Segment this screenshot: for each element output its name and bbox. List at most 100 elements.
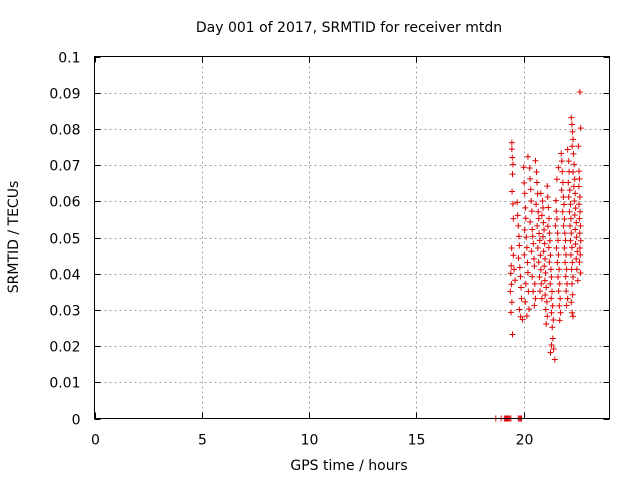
data-point [544, 183, 551, 190]
data-point [538, 295, 545, 302]
y-tick-label: 0.09 [49, 87, 80, 103]
data-point [509, 200, 516, 207]
data-point [569, 143, 576, 150]
data-point [542, 306, 549, 313]
data-point [535, 208, 542, 215]
data-point [568, 280, 575, 287]
y-tick-label: 0.02 [49, 340, 80, 356]
data-point [554, 230, 561, 237]
data-point [572, 190, 579, 197]
data-point [533, 201, 540, 208]
data-point [508, 139, 515, 146]
data-point [561, 230, 568, 237]
data-point [515, 233, 522, 240]
data-point [518, 284, 525, 291]
grid-lines [94, 56, 610, 419]
data-point [565, 158, 572, 165]
data-point [570, 313, 577, 320]
data-point [569, 309, 576, 316]
data-point [543, 321, 550, 328]
data-point [573, 219, 580, 226]
data-point [515, 255, 522, 262]
data-point [552, 197, 559, 204]
data-point [521, 226, 528, 233]
data-point [554, 259, 561, 266]
data-point [576, 230, 583, 237]
data-point [566, 187, 573, 194]
data-point [572, 205, 579, 212]
data-point [558, 150, 565, 157]
x-axis-label: GPS time / hours [290, 458, 407, 474]
data-point [556, 280, 563, 287]
data-point [553, 244, 560, 251]
data-point [559, 208, 566, 215]
data-point [537, 266, 544, 273]
data-point [509, 171, 516, 178]
data-point [568, 121, 575, 128]
data-point [533, 168, 540, 175]
data-point [536, 288, 543, 295]
data-point [535, 215, 542, 222]
data-point [574, 248, 581, 255]
data-point [524, 259, 531, 266]
data-point [570, 150, 577, 157]
data-point [566, 208, 573, 215]
data-point [508, 244, 515, 251]
data-point [577, 251, 584, 258]
data-point [523, 313, 530, 320]
data-point [509, 331, 516, 338]
data-point [508, 262, 515, 269]
x-tick-label: 10 [301, 433, 319, 449]
data-point [522, 204, 529, 211]
data-point [522, 298, 529, 305]
chart-title: Day 001 of 2017, SRMTID for receiver mtd… [196, 20, 502, 36]
data-point [560, 222, 567, 229]
data-point [511, 266, 518, 273]
data-point [564, 295, 571, 302]
data-point [508, 309, 515, 316]
data-point [544, 313, 551, 320]
data-point [546, 237, 553, 244]
data-point [531, 263, 538, 270]
data-point [568, 299, 575, 306]
data-point [509, 161, 516, 168]
data-point [527, 175, 534, 182]
data-point [531, 280, 538, 287]
data-point [568, 114, 575, 121]
data-point [534, 222, 541, 229]
data-point [523, 244, 530, 251]
data-point [572, 226, 579, 233]
y-tick-label: 0 [72, 413, 81, 429]
data-point [570, 273, 577, 280]
data-point [576, 201, 583, 208]
data-point [541, 226, 548, 233]
data-point [543, 284, 550, 291]
data-point [539, 197, 546, 204]
data-point [516, 264, 523, 271]
data-point [542, 292, 549, 299]
data-point [555, 164, 562, 171]
data-point [517, 273, 524, 280]
data-point [512, 277, 519, 284]
x-tick-label: 20 [516, 433, 534, 449]
data-point [538, 280, 545, 287]
data-point [561, 201, 568, 208]
plot-frame [94, 56, 610, 419]
data-point [510, 215, 517, 222]
y-axis-label: SRMTID / TECUs [6, 181, 22, 294]
data-point [515, 222, 522, 229]
data-point [573, 266, 580, 273]
data-point [576, 259, 583, 266]
data-point [547, 280, 554, 287]
data-point [556, 317, 563, 324]
data-point [569, 128, 576, 135]
data-point [524, 269, 531, 276]
data-point [546, 230, 553, 237]
data-point [530, 255, 537, 262]
data-point [526, 164, 533, 171]
data-point [540, 219, 547, 226]
data-point [526, 306, 533, 313]
y-tick-label: 0.01 [49, 376, 80, 392]
data-point [529, 233, 536, 240]
